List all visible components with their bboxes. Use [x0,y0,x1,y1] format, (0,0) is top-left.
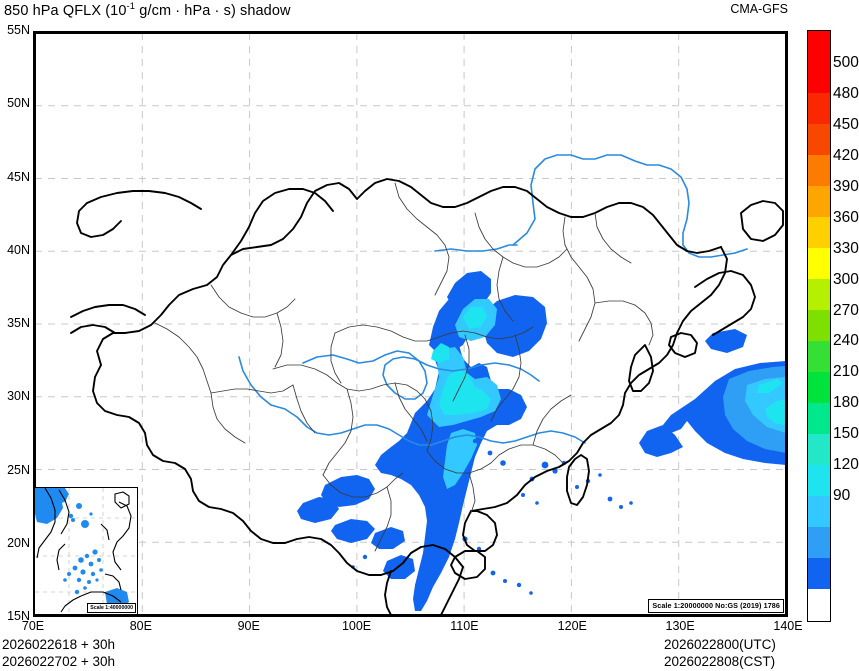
colorbar-band-8 [808,278,830,310]
colorbar-band-9 [808,309,830,341]
colorbar-tick-120: 120 [833,456,859,474]
map-graphics [35,33,786,615]
colorbar-band-1 [808,61,830,93]
longitude-tick-120e: 120E [557,619,587,633]
colorbar-tick-330: 330 [833,239,859,257]
colorbar-tick-480: 480 [833,84,859,102]
flux-patch-pacific-streak [757,379,783,393]
colorbar-band-14 [808,464,830,496]
inset-scale-note: Scale 1:40000000 [87,603,136,613]
moisture-flux-shading [297,271,786,611]
longitude-tick-90e: 90E [237,619,260,633]
flux-patch-south-china-lobe-w3 [331,519,375,543]
footer-valid-time-cst: 2026022808(CST) [664,654,776,669]
colorbar-tick-210: 210 [833,363,859,381]
latitude-tick-15n: 15N [7,609,30,623]
flux-patch-sc-core [439,369,491,415]
map-gridlines [35,33,786,615]
map-country-borders [70,178,784,615]
colorbar-band-5 [808,185,830,217]
longitude-tick-140e: 140E [773,619,803,633]
colorbar-band-6 [808,216,830,248]
colorbar-band-10 [808,340,830,372]
latitude-tick-25n: 25N [7,462,30,477]
map-province-borders [154,182,654,552]
colorbar-tick-240: 240 [833,332,859,350]
colorbar-tick-450: 450 [833,115,859,133]
colorbar-tick-360: 360 [833,208,859,226]
colorbar-band-18 [808,588,830,620]
latitude-tick-55n: 55N [7,23,30,37]
latitude-tick-50n: 50N [7,96,30,111]
longitude-tick-100e: 100E [341,619,372,633]
footer-init-time-utc: 2026022618 + 30h [2,637,115,652]
flux-patch-pacific-outer2 [639,425,683,457]
colorbar-bands[interactable] [807,30,831,622]
page-title-suffix: g/cm · hPa · s) shadow [135,2,291,19]
colorbar-band-13 [808,433,830,465]
colorbar-band-17 [808,557,830,589]
latitude-tick-30n: 30N [7,389,30,404]
inset-graphics [35,488,137,614]
colorbar-band-7 [808,247,830,279]
colorbar[interactable]: 500 480 450 420 390 360 330 300 270 240 210 180 150 1… [807,30,859,622]
colorbar-tick-420: 420 [833,146,859,164]
colorbar-tick-300: 300 [833,270,859,288]
colorbar-band-16 [808,526,830,558]
flux-patch-sc-mid3 [443,429,477,489]
inset-flux-shading [35,488,129,608]
colorbar-band-2 [808,92,830,124]
flux-patch-east-lobe [483,295,547,357]
flux-patch-sc-core2 [463,307,487,329]
flux-patch-sc-core3 [431,343,449,363]
colorbar-tick-270: 270 [833,301,859,319]
latitude-tick-45n: 45N [7,169,30,184]
map-canvas[interactable]: Scale 1:20000000 No:GS (2019) 1786 [33,31,788,617]
colorbar-band-0 [808,31,830,62]
map-rivers [238,154,748,446]
latitude-tick-20n: 20N [7,535,30,550]
longitude-tick-130e: 130E [665,619,695,633]
footer-valid-time-utc: 2026022800(UTC) [664,637,776,652]
colorbar-band-4 [808,154,830,186]
flux-patch-pacific-island [705,329,747,353]
model-label: CMA-GFS [730,2,788,16]
map-scale-note: Scale 1:20000000 No:GS (2019) 1786 [648,599,784,613]
longitude-tick-70e: 70E [21,619,45,633]
longitude-tick-80e: 80E [129,619,152,633]
page-title-prefix: 850 hPa QFLX (10 [4,2,127,19]
flux-patch-south-china-lobe-w4 [371,527,405,549]
flux-patch-south-china-lobe-w2 [297,497,339,523]
colorbar-tick-150: 150 [833,425,859,443]
longitude-tick-110e: 110E [450,619,479,633]
flux-patch-south-china-lobe-w [321,475,375,507]
inset-coastlines [36,488,132,613]
colorbar-band-11 [808,371,830,403]
latitude-tick-40n: 40N [7,242,30,257]
footer-init-time-cst: 2026022702 + 30h [2,654,115,669]
colorbar-tick-500: 500 [833,53,859,71]
colorbar-tick-390: 390 [833,177,859,195]
flux-patch-pacific-core [765,399,786,425]
page-title-exponent: -1 [126,1,136,12]
colorbar-tick-90: 90 [833,487,851,505]
colorbar-band-12 [808,402,830,434]
inset-map[interactable]: Scale 1:40000000 [34,487,138,615]
colorbar-band-15 [808,495,830,527]
page-title: 850 hPa QFLX (10-1 g/cm · hPa · s) shado… [4,1,291,19]
latitude-tick-35n: 35N [7,316,30,330]
colorbar-band-3 [808,123,830,155]
colorbar-tick-180: 180 [833,394,859,412]
